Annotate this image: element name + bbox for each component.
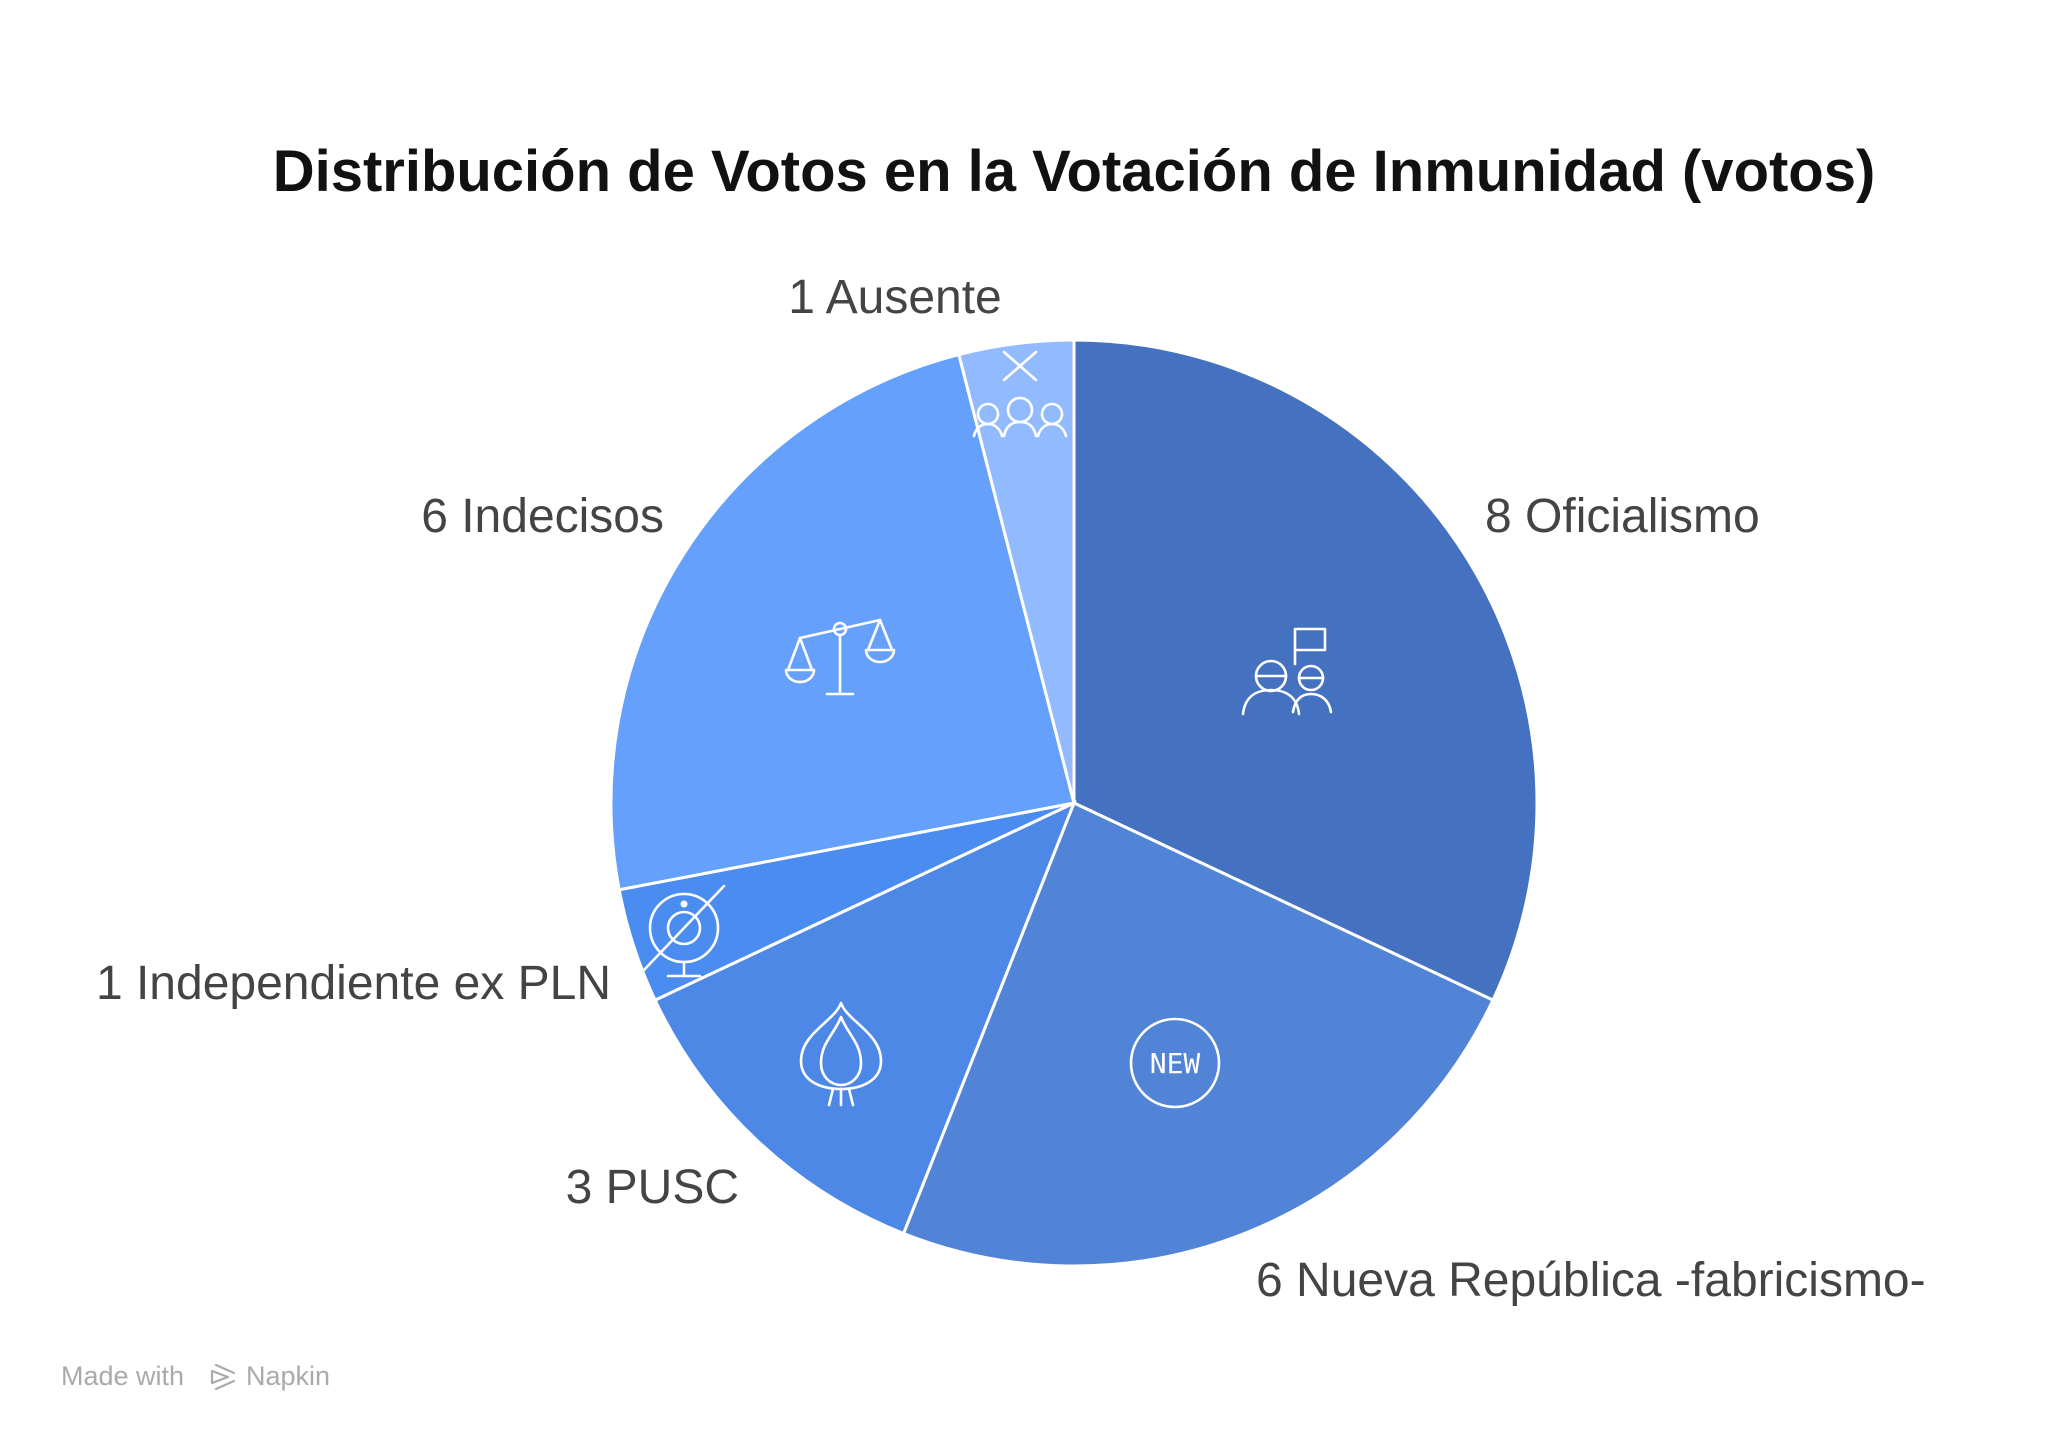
pie-slices bbox=[609, 338, 1539, 1268]
watermark-prefix: Made with bbox=[61, 1361, 184, 1391]
napkin-logo-icon bbox=[210, 1363, 236, 1391]
slice-label: 8 Oficialismo bbox=[1485, 490, 1760, 543]
pie-slice bbox=[957, 338, 1076, 804]
slice-labels: 8 Oficialismo 6 Nueva República -fabricis… bbox=[96, 271, 1926, 1307]
slice-icons: NEW bbox=[642, 350, 1333, 1109]
new-badge-text: NEW bbox=[1150, 1047, 1201, 1080]
pie-slice bbox=[1072, 338, 1539, 1003]
pie-slice bbox=[653, 800, 1077, 1236]
watermark-brand: Napkin bbox=[246, 1361, 330, 1391]
slice-label: 1 Ausente bbox=[788, 271, 1002, 324]
people-flag-icon bbox=[1241, 627, 1333, 716]
watermark: Made with Napkin bbox=[61, 1361, 330, 1391]
absent-group-icon bbox=[972, 350, 1068, 438]
new-badge-icon: NEW bbox=[1129, 1017, 1221, 1109]
chart-title: Distribución de Votos en la Votación de … bbox=[273, 139, 1876, 204]
onion-icon bbox=[799, 1001, 883, 1107]
slice-label: 6 Nueva República -fabricismo- bbox=[1256, 1254, 1926, 1307]
pie-slice bbox=[901, 800, 1495, 1268]
slice-label: 1 Independiente ex PLN bbox=[96, 957, 611, 1010]
webcam-off-icon bbox=[642, 884, 726, 978]
slice-label: 6 Indecisos bbox=[421, 490, 664, 543]
balance-scale-icon bbox=[784, 618, 896, 696]
slice-label: 3 PUSC bbox=[566, 1161, 739, 1214]
